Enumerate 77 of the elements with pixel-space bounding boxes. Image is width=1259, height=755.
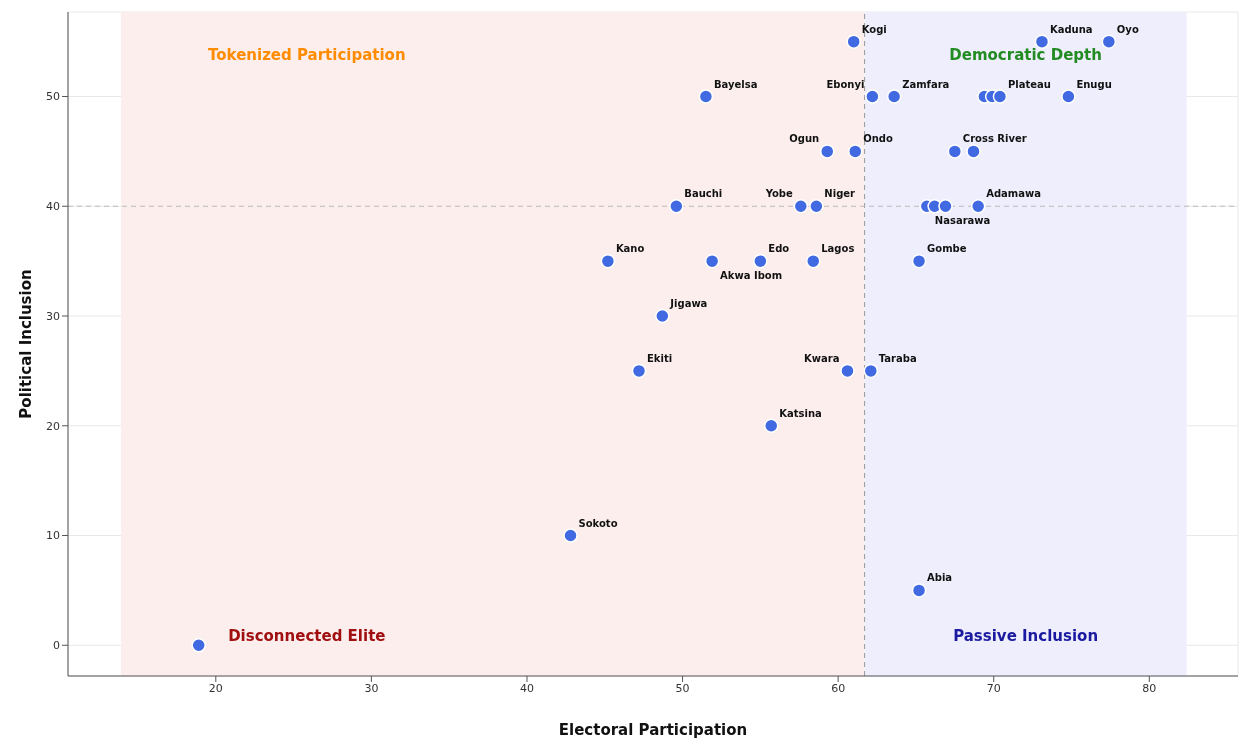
point [669, 199, 684, 214]
point [938, 199, 953, 214]
annotation: Ogun [789, 133, 820, 145]
point [820, 144, 835, 159]
point [863, 363, 879, 379]
y-tick-label: 30 [46, 309, 60, 323]
point [970, 199, 986, 214]
annotation: Ekiti [647, 352, 673, 364]
y-axis-title: Political Inclusion [17, 269, 36, 419]
annotation: Kwara [804, 352, 840, 364]
annotation: Ebonyi [826, 78, 865, 90]
annotation: Bayelsa [713, 78, 758, 90]
y-tick-label: 20 [46, 419, 60, 433]
point [846, 34, 861, 49]
annotation: Sokoto [578, 517, 618, 529]
annotation: Taraba [878, 352, 917, 364]
annotation: Cross River [962, 133, 1027, 145]
annotation: Lagos [821, 243, 855, 255]
point [563, 528, 578, 543]
point [865, 89, 880, 104]
annotation: Passive Inclusion [953, 627, 1099, 646]
point [848, 144, 863, 159]
point [992, 89, 1008, 104]
point [793, 199, 809, 214]
annotation: Jigawa [669, 298, 708, 310]
point [1034, 34, 1050, 49]
annotation: Disconnected Elite [228, 627, 386, 646]
point [886, 89, 902, 104]
point [655, 308, 670, 324]
point [698, 89, 714, 104]
point [1101, 34, 1117, 49]
point [704, 253, 720, 269]
annotation: Gombe [927, 243, 967, 255]
annotation: Kano [615, 243, 645, 255]
annotation: Niger [824, 188, 856, 200]
x-axis-title: Electoral Participation [558, 720, 748, 739]
y-tick-label: 40 [46, 200, 60, 214]
annotation: Kogi [861, 23, 887, 35]
annotation: Plateau [1007, 78, 1051, 90]
point [600, 253, 616, 269]
x-tick-label: 60 [831, 681, 846, 695]
annotation: Katsina [779, 407, 822, 419]
annotation: Edo [768, 243, 790, 255]
point [753, 253, 768, 269]
point [191, 638, 206, 653]
annotation: Zamfara [902, 78, 950, 90]
point [947, 144, 963, 159]
annotation: Akwa Ibom [720, 270, 783, 282]
y-tick-label: 10 [46, 529, 60, 543]
point [966, 144, 981, 159]
point [840, 363, 855, 379]
point [1061, 89, 1076, 104]
x-tick-label: 20 [208, 681, 223, 695]
annotation: Kaduna [1049, 23, 1093, 35]
point [631, 363, 647, 379]
x-tick-label: 50 [675, 681, 690, 695]
point [806, 253, 821, 269]
annotation: Adamawa [986, 188, 1041, 200]
annotation: Bauchi [684, 188, 723, 200]
annotation: Abia [927, 572, 953, 584]
y-tick-label: 50 [46, 90, 60, 104]
annotation: Yobe [764, 188, 794, 200]
x-tick-label: 70 [986, 681, 1001, 695]
point [911, 253, 927, 269]
annotation: Ondo [863, 133, 894, 145]
annotation: Democratic Depth [949, 46, 1102, 65]
y-tick-label: 0 [53, 639, 60, 653]
x-tick-label: 40 [519, 681, 534, 695]
point [764, 418, 779, 434]
x-tick-label: 30 [364, 681, 379, 695]
x-tick-label: 80 [1142, 681, 1157, 695]
annotation: Oyo [1116, 23, 1139, 35]
annotation: Nasarawa [934, 215, 991, 227]
annotation: Tokenized Participation [208, 46, 406, 65]
annotation: Enugu [1076, 78, 1112, 90]
point [809, 199, 824, 214]
point [911, 583, 927, 598]
